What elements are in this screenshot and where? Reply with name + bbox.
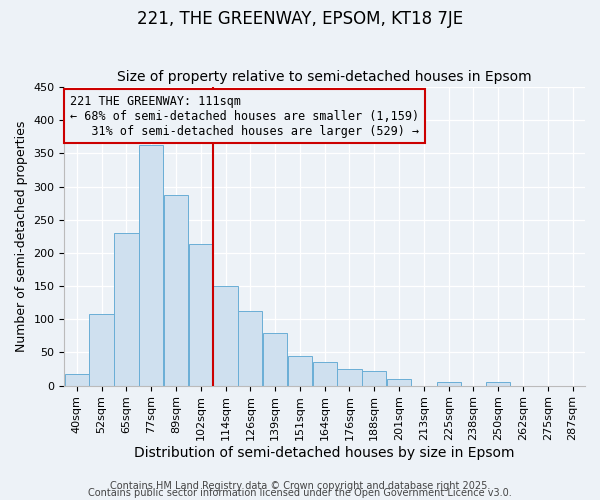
Bar — [486, 382, 511, 386]
Y-axis label: Number of semi-detached properties: Number of semi-detached properties — [15, 120, 28, 352]
Text: Contains HM Land Registry data © Crown copyright and database right 2025.: Contains HM Land Registry data © Crown c… — [110, 481, 490, 491]
Bar — [214, 286, 238, 386]
Bar — [387, 379, 411, 386]
Bar — [139, 146, 163, 386]
Bar — [65, 374, 89, 386]
Text: 221, THE GREENWAY, EPSOM, KT18 7JE: 221, THE GREENWAY, EPSOM, KT18 7JE — [137, 10, 463, 28]
Bar — [238, 312, 262, 386]
Text: 221 THE GREENWAY: 111sqm
← 68% of semi-detached houses are smaller (1,159)
   31: 221 THE GREENWAY: 111sqm ← 68% of semi-d… — [70, 94, 419, 138]
Bar — [313, 362, 337, 386]
Bar — [188, 244, 213, 386]
Text: Contains public sector information licensed under the Open Government Licence v3: Contains public sector information licen… — [88, 488, 512, 498]
Bar — [164, 195, 188, 386]
Bar — [337, 369, 362, 386]
Bar — [89, 314, 114, 386]
X-axis label: Distribution of semi-detached houses by size in Epsom: Distribution of semi-detached houses by … — [134, 446, 515, 460]
Bar — [288, 356, 312, 386]
Bar — [263, 332, 287, 386]
Title: Size of property relative to semi-detached houses in Epsom: Size of property relative to semi-detach… — [118, 70, 532, 85]
Bar — [114, 233, 139, 386]
Bar — [437, 382, 461, 386]
Bar — [362, 371, 386, 386]
